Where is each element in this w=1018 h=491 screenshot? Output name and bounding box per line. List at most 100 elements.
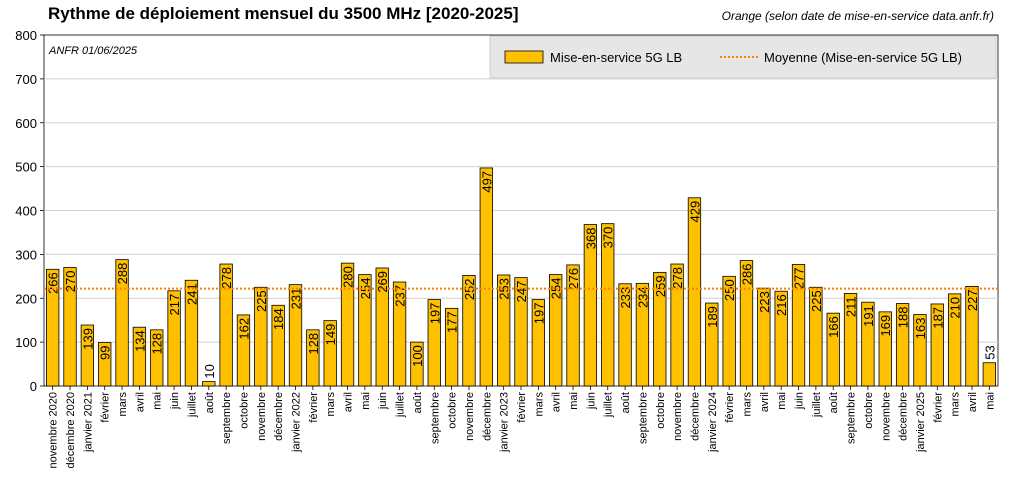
chart-subtitle: Orange (selon date de mise-en-service da… [721, 9, 994, 23]
x-tick-label: août [828, 392, 840, 413]
data-label: 197 [427, 303, 442, 325]
x-tick-label: novembre [672, 392, 684, 441]
data-label: 250 [722, 279, 737, 301]
x-tick-label: mars [117, 392, 129, 417]
x-tick-label: janvier 2024 [707, 392, 719, 453]
x-tick-label: juin [794, 392, 806, 410]
data-label: 128 [306, 333, 321, 355]
data-label: 370 [601, 227, 616, 249]
data-label: 191 [861, 305, 876, 327]
data-label: 189 [705, 306, 720, 328]
data-label: 217 [167, 294, 182, 316]
data-label: 128 [150, 333, 165, 355]
y-tick-label: 300 [15, 247, 37, 262]
data-label: 163 [913, 317, 928, 339]
x-tick-label: avril [551, 392, 563, 412]
x-tick-label: avril [134, 392, 146, 412]
data-label: 169 [878, 315, 893, 337]
bar [687, 197, 702, 387]
legend: Mise-en-service 5G LB Moyenne (Mise-en-s… [489, 35, 997, 79]
x-tick-label: août [412, 392, 424, 413]
x-tick-label: juillet [395, 392, 407, 418]
y-tick-label: 100 [15, 335, 37, 350]
x-tick-label: décembre [273, 392, 285, 441]
data-label: 497 [479, 171, 494, 193]
x-tick-label: septembre [221, 392, 233, 444]
x-tick-label: octobre [238, 392, 250, 429]
data-label: 134 [132, 330, 147, 352]
y-tick-label: 400 [15, 204, 37, 219]
data-label: 53 [982, 345, 997, 359]
data-label: 233 [618, 287, 633, 309]
data-label: 269 [375, 271, 390, 293]
bar [202, 381, 216, 387]
data-label: 162 [236, 318, 251, 340]
y-tick-label: 500 [15, 160, 37, 175]
data-label: 280 [341, 266, 356, 288]
data-label: 149 [323, 324, 338, 346]
x-tick-label: décembre [689, 392, 701, 441]
x-tick-label: mars [950, 392, 962, 417]
data-label: 266 [46, 272, 61, 294]
x-tick-label: janvier 2022 [291, 392, 303, 453]
x-tick-label: janvier 2021 [82, 392, 94, 453]
x-tick-label: décembre [898, 392, 910, 441]
x-tick-label: mars [741, 392, 753, 417]
x-tick-label: juin [585, 392, 597, 410]
data-label: 277 [792, 267, 807, 289]
source-annotation: ANFR 01/06/2025 [48, 45, 138, 57]
x-tick-label: novembre [464, 392, 476, 441]
data-label: 225 [254, 290, 269, 312]
data-label: 429 [687, 201, 702, 223]
chart-title: Rythme de déploiement mensuel du 3500 MH… [48, 4, 519, 23]
x-tick-label: septembre [846, 392, 858, 444]
x-tick-label: janvier 2023 [499, 392, 511, 453]
data-label: 276 [566, 268, 581, 290]
y-tick-label: 700 [15, 72, 37, 87]
data-label: 227 [965, 289, 980, 311]
x-tick-label: novembre [256, 392, 268, 441]
x-tick-label: février [100, 392, 112, 423]
y-axis: 0 100 200 300 400 500 600 700 800 [15, 28, 44, 394]
bar [479, 167, 493, 387]
data-label: 231 [289, 288, 304, 310]
data-label: 237 [393, 285, 408, 307]
data-label: 288 [115, 263, 130, 285]
x-tick-label: août [620, 392, 632, 413]
x-tick-label: mai [776, 392, 788, 410]
data-label: 100 [410, 345, 425, 367]
x-tick-label: février [932, 392, 944, 423]
x-tick-label: juillet [603, 392, 615, 418]
y-tick-label: 200 [15, 291, 37, 306]
data-label: 241 [184, 283, 199, 305]
data-label: 188 [896, 307, 911, 329]
data-label: 187 [930, 307, 945, 329]
x-tick-label: octobre [447, 392, 459, 429]
x-tick-label: juillet [186, 392, 198, 418]
data-label: 286 [739, 264, 754, 286]
y-tick-label: 800 [15, 28, 37, 43]
x-tick-label: avril [967, 392, 979, 412]
x-tick-label: juin [169, 392, 181, 410]
legend-bar-swatch [504, 50, 544, 64]
x-tick-label: novembre [880, 392, 892, 441]
data-label: 197 [531, 303, 546, 325]
data-label: 259 [653, 275, 668, 297]
data-label: 139 [80, 328, 95, 350]
legend-average-label: Moyenne (Mise-en-service 5G LB) [764, 50, 962, 65]
x-tick-label: septembre [429, 392, 441, 444]
x-tick-label: août [204, 392, 216, 413]
legend-box [489, 35, 997, 79]
data-label: 211 [844, 296, 859, 317]
x-tick-label: novembre 2020 [48, 392, 60, 468]
bar [982, 362, 996, 387]
x-tick-label: octobre [655, 392, 667, 429]
data-label: 210 [948, 297, 963, 319]
data-label: 216 [774, 294, 789, 316]
x-tick-label: février [308, 392, 320, 423]
y-tick-label: 600 [15, 116, 37, 131]
x-tick-label: février [724, 392, 736, 423]
x-tick-label: septembre [637, 392, 649, 444]
